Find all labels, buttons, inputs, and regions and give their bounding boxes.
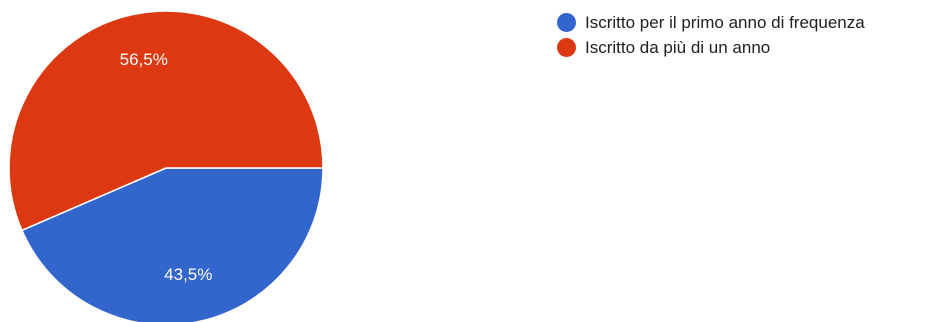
legend-label-more-than-one-year: Iscritto da più di un anno <box>585 37 771 57</box>
legend-item-first-year[interactable]: Iscritto per il primo anno di frequenza <box>557 11 865 34</box>
legend: Iscritto per il primo anno di frequenza … <box>557 11 865 61</box>
legend-swatch-more-than-one-year <box>557 38 576 57</box>
legend-item-more-than-one-year[interactable]: Iscritto da più di un anno <box>557 36 865 59</box>
slice-more-than-one-year[interactable] <box>8 10 324 232</box>
slice-label-first-year: 43,5% <box>164 265 212 284</box>
legend-swatch-first-year <box>557 13 576 32</box>
slice-label-more-than-one-year: 56,5% <box>120 50 168 69</box>
legend-label-first-year: Iscritto per il primo anno di frequenza <box>585 12 865 32</box>
